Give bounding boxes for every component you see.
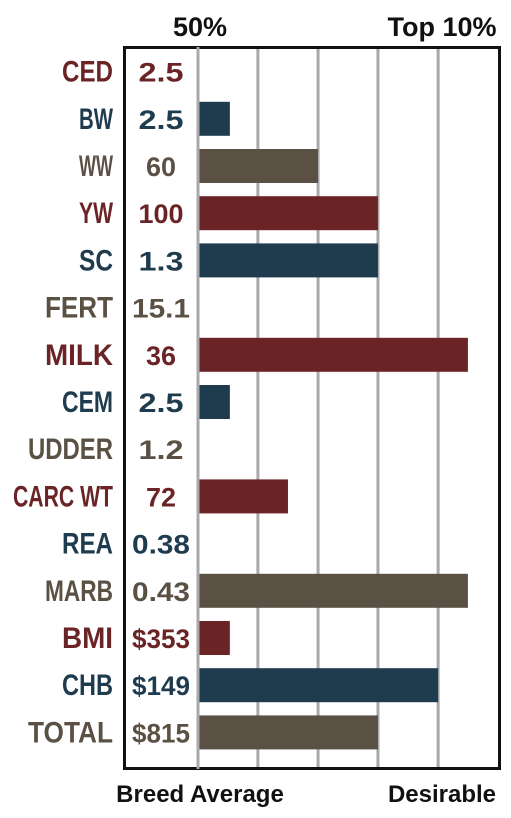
trait-label: CHB bbox=[62, 669, 113, 702]
value-label: 1.2 bbox=[139, 435, 184, 465]
bar-chb bbox=[199, 668, 439, 703]
value-label: 15.1 bbox=[132, 294, 190, 324]
bar-bw bbox=[199, 101, 230, 136]
value-label: 0.43 bbox=[132, 577, 190, 607]
value-label: $353 bbox=[132, 624, 190, 654]
bars bbox=[199, 101, 468, 750]
value-label: 100 bbox=[139, 199, 184, 229]
chart-frame bbox=[123, 46, 501, 770]
value-label: 72 bbox=[146, 482, 176, 512]
bar-total bbox=[199, 715, 378, 750]
bar-cem bbox=[199, 385, 230, 419]
trait-label: REA bbox=[62, 528, 113, 561]
trait-label: UDDER bbox=[28, 433, 113, 466]
bar-milk bbox=[199, 337, 468, 372]
bar-carc-wt bbox=[199, 479, 288, 514]
trait-label: MARB bbox=[45, 575, 113, 608]
bottom-label-breed-average: Breed Average bbox=[116, 781, 284, 808]
value-label: 2.5 bbox=[139, 58, 184, 88]
value-label: 60 bbox=[146, 152, 176, 182]
value-label: $149 bbox=[132, 671, 190, 701]
bar-marb bbox=[199, 573, 468, 608]
top-label-top-10-percent: Top 10% bbox=[387, 12, 496, 42]
value-label: 2.5 bbox=[139, 105, 184, 135]
bar-bmi bbox=[199, 621, 230, 655]
trait-label: BW bbox=[79, 103, 113, 136]
bottom-label-desirable: Desirable bbox=[388, 781, 496, 808]
trait-label: MILK bbox=[45, 339, 113, 372]
bar-ww bbox=[199, 149, 319, 183]
trait-label: TOTAL bbox=[28, 716, 113, 749]
trait-label: FERT bbox=[45, 292, 113, 325]
value-label: 0.38 bbox=[132, 530, 190, 560]
top-label-50-percent: 50% bbox=[173, 12, 227, 42]
trait-label: BMI bbox=[62, 622, 113, 655]
value-labels: 2.5 2.5 60 100 1.3 15.1 36 2.5 1.2 72 0.38 0.43 $353… bbox=[132, 58, 190, 749]
trait-labels: CED BW WW YW SC FERT MILK CEM UDDER CARC WT REA MAR… bbox=[13, 56, 113, 750]
value-label: $815 bbox=[132, 718, 190, 748]
value-label: 2.5 bbox=[139, 388, 184, 418]
trait-label: YW bbox=[79, 197, 113, 230]
value-label: 36 bbox=[146, 341, 176, 371]
trait-label: SC bbox=[79, 244, 113, 277]
trait-label: CARC WT bbox=[13, 480, 113, 513]
trait-label: CEM bbox=[62, 386, 113, 419]
bar-sc bbox=[199, 243, 378, 278]
trait-label: WW bbox=[79, 150, 113, 183]
bar-yw bbox=[199, 196, 378, 231]
trait-label: CED bbox=[62, 56, 113, 89]
value-label: 1.3 bbox=[139, 246, 184, 276]
